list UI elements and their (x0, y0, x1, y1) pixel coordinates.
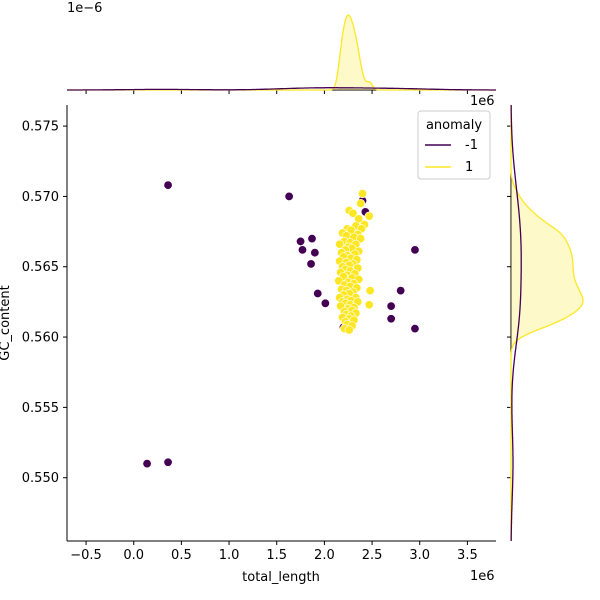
x-axis-ticks: −0.5 0.0 0.5 1.0 1.5 2.0 2.5 3.0 3.5 (70, 541, 478, 563)
y-tick-label: 0.570 (22, 190, 59, 205)
y-axis-label: GC_content (0, 285, 13, 360)
anomaly-point (386, 314, 396, 324)
normal-point (364, 211, 374, 221)
legend-label-neg1: -1 (465, 138, 478, 153)
x-tick-label: 0.0 (123, 548, 144, 563)
anomaly-point (284, 191, 294, 201)
y-tick-label: 0.550 (22, 471, 59, 486)
anomaly-point (320, 298, 330, 308)
top-density-line-anomaly (67, 87, 496, 91)
y-axis-ticks: 0.550 0.555 0.560 0.565 0.570 0.575 (22, 120, 67, 486)
x-axis-label: total_length (242, 570, 320, 585)
anomaly-point (310, 248, 320, 258)
y-tick-label: 0.565 (22, 260, 59, 275)
y-tick-label: 0.555 (22, 401, 59, 416)
normal-point (365, 286, 375, 296)
x-tick-label: 3.5 (457, 548, 478, 563)
legend: anomaly -1 1 (417, 110, 491, 180)
top-density-line-normal (67, 14, 496, 91)
anomaly-point (163, 457, 173, 467)
top-marginal-scale-label: 1e−6 (67, 1, 102, 16)
legend-title: anomaly (426, 118, 482, 133)
x-tick-label: 2.0 (314, 548, 335, 563)
top-density-fill-normal (67, 15, 496, 90)
anomaly-point (410, 324, 420, 334)
anomaly-point (306, 259, 316, 269)
scatter-plot: −0.5 0.0 0.5 1.0 1.5 2.0 2.5 3.0 3.5 0.5500.5550… (22, 105, 496, 563)
anomaly-point (410, 245, 420, 255)
x-tick-label: 0.5 (171, 548, 192, 563)
top-right-scale-label: 1e6 (470, 94, 495, 109)
anomaly-point (142, 459, 152, 469)
legend-label-pos1: 1 (465, 160, 473, 175)
right-density-line-anomaly (510, 104, 522, 541)
anomaly-point (297, 245, 307, 255)
anomaly-point (307, 234, 317, 244)
legend-frame (417, 110, 491, 180)
top-marginal-density (67, 14, 496, 94)
normal-point (364, 300, 374, 310)
x-axis-scale-label: 1e6 (470, 569, 495, 584)
normal-point (335, 239, 345, 249)
anomaly-point (163, 180, 173, 190)
normal-point (356, 198, 366, 208)
anomaly-point (296, 236, 306, 246)
anomaly-point (396, 286, 406, 296)
right-density-line-normal (510, 105, 584, 541)
anomaly-point (313, 288, 323, 298)
x-tick-label: 1.0 (219, 548, 240, 563)
x-tick-label: 1.5 (266, 548, 287, 563)
normal-point (358, 189, 368, 199)
anomaly-point (386, 301, 396, 311)
normal-point (344, 325, 354, 335)
x-tick-label: 3.0 (409, 548, 430, 563)
right-marginal-density (507, 104, 584, 541)
x-tick-label: −0.5 (70, 548, 102, 563)
x-tick-label: 2.5 (362, 548, 383, 563)
data-points (142, 180, 420, 469)
normal-point (348, 208, 358, 218)
y-tick-label: 0.560 (22, 331, 59, 346)
y-tick-label: 0.575 (22, 120, 59, 135)
right-density-fill-normal (511, 105, 583, 541)
